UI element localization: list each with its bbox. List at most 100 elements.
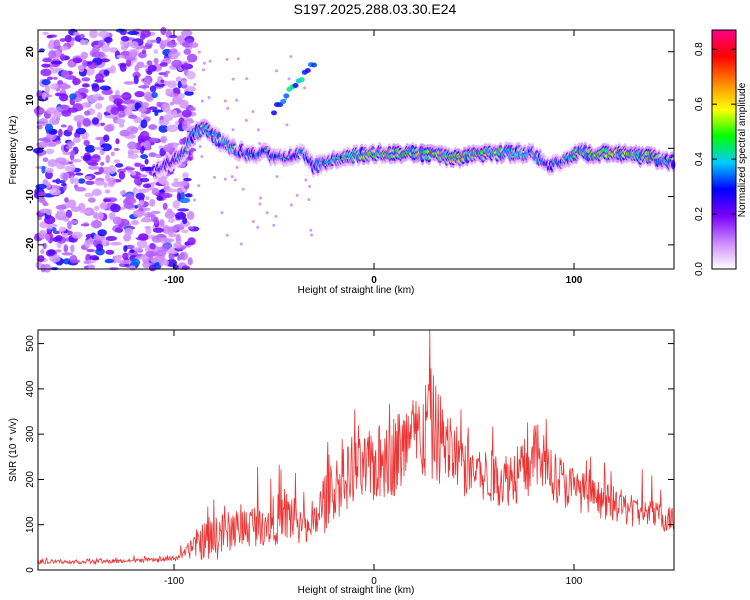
noise-dot <box>200 154 204 158</box>
noise-blob <box>118 111 126 118</box>
noise-blob <box>129 249 135 254</box>
ridge-blob <box>671 161 676 168</box>
noise-blob <box>100 122 106 126</box>
noise-blob <box>159 62 168 67</box>
noise-blob <box>103 134 110 143</box>
noise-blob <box>187 257 193 266</box>
noise-blob <box>59 179 66 184</box>
noise-blob <box>168 34 178 39</box>
noise-blob <box>38 230 47 239</box>
noise-blob <box>69 163 76 172</box>
streak-blob <box>292 83 299 89</box>
noise-blob <box>110 203 121 213</box>
streak-blob <box>311 62 317 68</box>
noise-blob <box>127 141 138 150</box>
noise-blob <box>179 99 189 109</box>
noise-blob <box>163 73 169 78</box>
noise-blob <box>59 46 69 51</box>
noise-blob <box>73 114 86 123</box>
noise-blob <box>69 254 78 264</box>
noise-blob <box>97 211 104 220</box>
noise-blob <box>86 95 99 103</box>
y-tick-label: 0 <box>25 145 36 151</box>
noise-blob <box>160 79 165 84</box>
noise-dot <box>244 118 248 122</box>
noise-blob <box>84 239 91 248</box>
noise-blob <box>126 58 132 68</box>
noise-blob <box>59 93 69 102</box>
snr-frame <box>37 329 675 571</box>
noise-blob <box>154 83 165 87</box>
noise-blob <box>136 61 145 69</box>
streak-blob <box>271 110 277 116</box>
noise-blob <box>87 197 96 203</box>
noise-blob <box>75 172 84 176</box>
colorbar-label: Normalized spectral amplitude <box>737 82 748 217</box>
snr-ticks: -100 0 100 0 100 200 300 400 500 <box>25 330 674 587</box>
noise-blob <box>100 161 105 166</box>
noise-blob <box>41 63 51 68</box>
noise-dot <box>197 50 201 54</box>
noise-blob <box>105 241 110 246</box>
noise-blob <box>150 39 158 43</box>
noise-dot <box>225 57 229 61</box>
noise-blob <box>67 60 76 68</box>
noise-blob <box>53 45 62 50</box>
noise-blob <box>46 76 54 81</box>
noise-blob <box>38 48 45 53</box>
noise-blob <box>175 233 181 242</box>
noise-blob <box>128 114 138 119</box>
noise-blob <box>110 241 122 246</box>
noise-blob <box>74 187 87 192</box>
noise-dot <box>259 196 263 200</box>
noise-blob <box>123 233 132 242</box>
noise-blob <box>117 168 127 174</box>
noise-blob <box>44 85 51 93</box>
y-tick-label: 0 <box>25 567 36 573</box>
noise-dot <box>285 123 289 127</box>
noise-dot <box>309 228 313 232</box>
noise-blob <box>95 102 103 110</box>
noise-dot <box>233 178 237 182</box>
figure-title: S197.2025.288.03.30.E24 <box>294 1 457 17</box>
noise-blob <box>113 159 121 164</box>
noise-blob <box>97 229 107 237</box>
noise-blob <box>77 178 86 184</box>
noise-dot <box>310 233 314 237</box>
noise-blob <box>163 144 174 153</box>
noise-blob <box>165 88 174 93</box>
noise-blob <box>141 216 151 222</box>
noise-blob <box>126 125 138 135</box>
noise-blob <box>57 209 66 217</box>
noise-dot <box>231 128 235 132</box>
noise-blob <box>65 145 73 149</box>
snr-ylabel: SNR (10 * v/v) <box>8 418 19 482</box>
noise-blob <box>105 249 115 255</box>
noise-blob <box>100 58 110 63</box>
noise-blob <box>152 227 164 233</box>
noise-blob <box>140 154 149 159</box>
noise-blob <box>45 234 51 242</box>
noise-blob <box>110 151 115 157</box>
noise-blob <box>79 33 85 39</box>
noise-blob <box>158 124 169 133</box>
noise-blob <box>53 39 61 48</box>
noise-dot <box>256 225 260 229</box>
noise-blob <box>105 154 111 164</box>
noise-blob <box>60 124 67 128</box>
noise-blob <box>138 107 147 113</box>
noise-blob <box>163 114 174 122</box>
noise-blob <box>130 40 139 49</box>
noise-blob <box>96 243 104 251</box>
y-tick-label: 300 <box>25 425 36 442</box>
noise-blob <box>62 258 72 265</box>
noise-blob <box>80 52 87 60</box>
noise-blob <box>164 185 171 193</box>
noise-blob <box>142 183 152 189</box>
noise-blob <box>169 246 176 254</box>
noise-blob <box>182 172 189 179</box>
noise-dot <box>239 242 243 246</box>
noise-blob <box>172 200 180 209</box>
